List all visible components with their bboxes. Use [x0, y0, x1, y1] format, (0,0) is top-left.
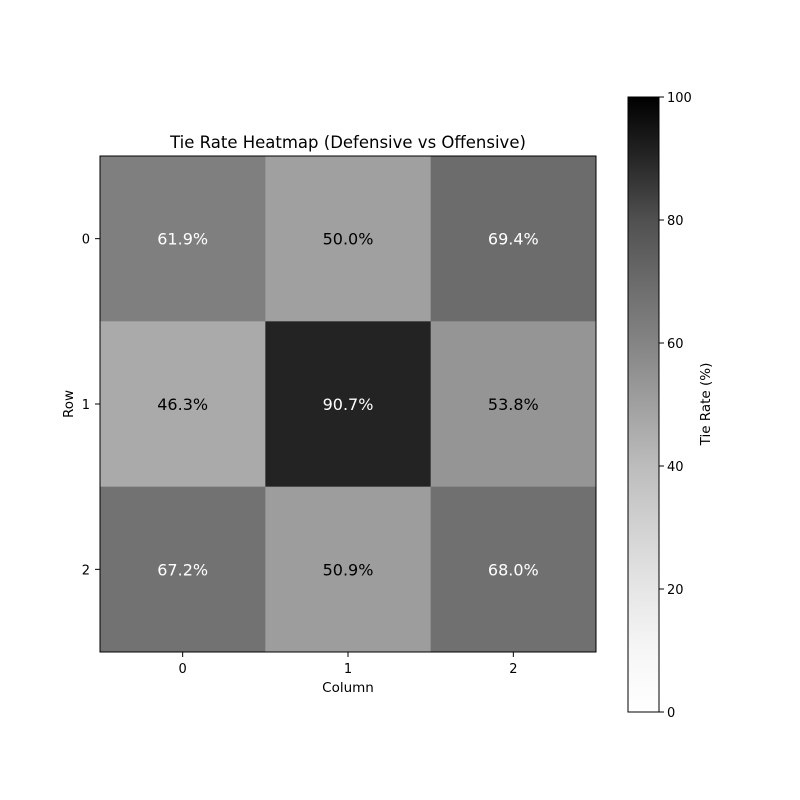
heatmap-cell: [100, 321, 266, 488]
heatmap-cell: [265, 321, 432, 488]
heatmap-cell-label: 69.4%: [488, 230, 539, 249]
heatmap-cell: [100, 156, 266, 322]
y-axis-ticks: 0 1 2: [82, 233, 100, 578]
heatmap-cell-label: 53.8%: [488, 395, 539, 414]
heatmap-cell-labels: 61.9% 50.0% 69.4% 46.3% 90.7% 53.8% 67.2% 50.9%…: [157, 230, 538, 580]
colorbar-tick-label: 60: [667, 337, 684, 352]
x-axis-ticks: 0 1 2: [179, 652, 517, 677]
colorbar-tick-label: 100: [667, 91, 692, 106]
heatmap-cell-label: 68.0%: [488, 560, 539, 579]
y-axis-label: Row: [61, 390, 77, 418]
heatmap-cell-label: 67.2%: [157, 560, 208, 579]
heatmap-cell: [100, 486, 266, 653]
heatmap-cell-label: 61.9%: [157, 230, 208, 249]
heatmap-cell-label: 90.7%: [323, 395, 374, 414]
chart-title: Tie Rate Heatmap (Defensive vs Offensive…: [169, 133, 526, 152]
x-tick-label: 2: [509, 662, 517, 677]
y-tick-label: 0: [82, 233, 90, 248]
heatmap-cell-label: 50.0%: [323, 230, 374, 249]
colorbar: [627, 96, 660, 713]
x-tick-label: 1: [344, 662, 352, 677]
colorbar-tick-label: 80: [667, 214, 684, 229]
heatmap-cell: [265, 486, 432, 653]
heatmap-cells: [100, 156, 597, 653]
heatmap-cell: [430, 156, 597, 322]
colorbar-ticks: 0 20 40 60 80 100: [659, 91, 692, 721]
heatmap-cell-label: 50.9%: [323, 560, 374, 579]
x-axis-label: Column: [322, 680, 374, 696]
colorbar-label: Tie Rate (%): [698, 363, 714, 447]
colorbar-tick-label: 0: [667, 706, 675, 721]
heatmap-cell: [430, 486, 597, 653]
colorbar-tick-label: 40: [667, 460, 684, 475]
x-tick-label: 0: [179, 662, 187, 677]
y-tick-label: 1: [82, 398, 90, 413]
heatmap-cell-label: 46.3%: [157, 395, 208, 414]
heatmap-cell: [265, 156, 432, 322]
heatmap-cell: [430, 321, 597, 488]
y-tick-label: 2: [82, 563, 90, 578]
colorbar-tick-label: 20: [667, 583, 684, 598]
